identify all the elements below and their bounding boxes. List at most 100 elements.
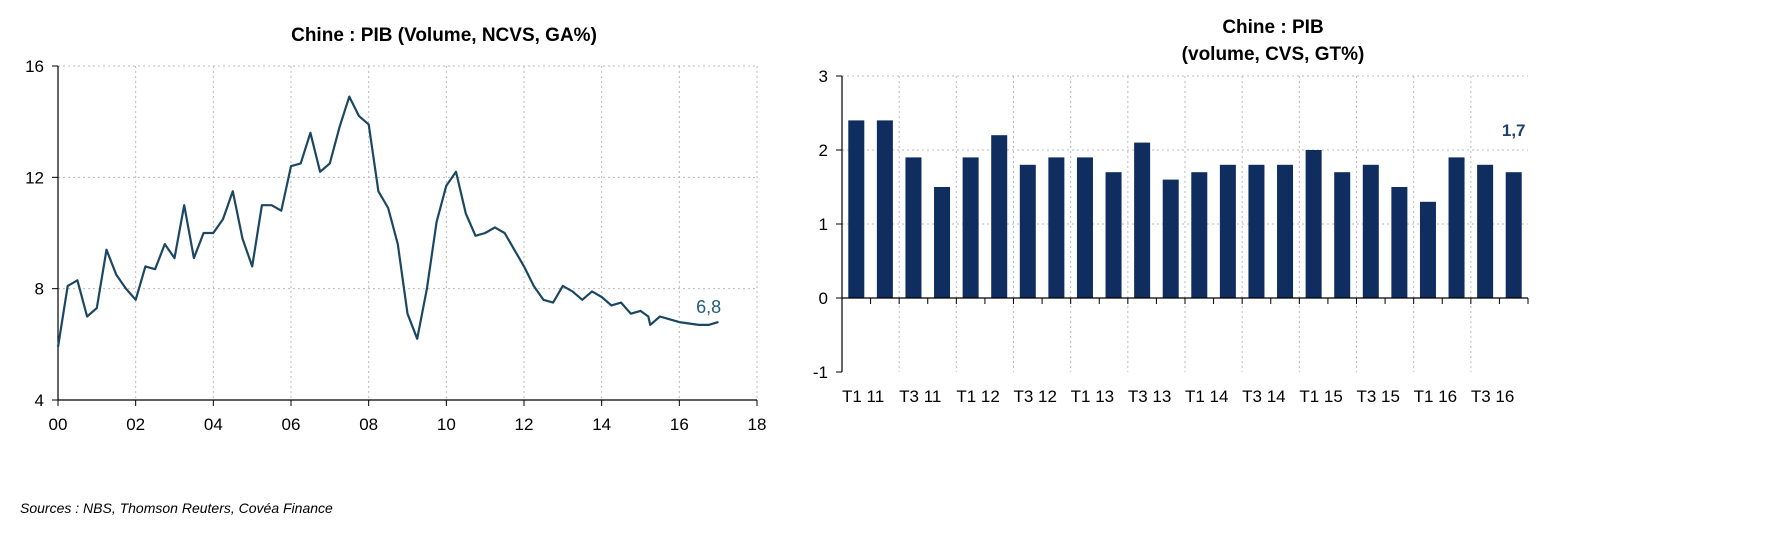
x-tick-label: T3 15 — [1357, 387, 1400, 406]
data-point — [105, 249, 108, 251]
bar-chart: Chine : PIB (volume, CVS, GT%) -1 0 1 2 3 T1 … — [813, 17, 1529, 406]
data-point — [455, 171, 457, 173]
x-tick-label: T3 16 — [1471, 387, 1514, 406]
data-point — [717, 321, 719, 323]
data-point — [96, 307, 98, 309]
data-point — [591, 290, 593, 293]
bar — [1391, 187, 1408, 298]
data-point — [426, 288, 428, 290]
data-point — [601, 296, 603, 298]
data-point — [474, 235, 477, 237]
line-chart-grid — [58, 65, 758, 400]
data-point — [144, 265, 146, 267]
bar — [1277, 164, 1294, 298]
line-chart-points — [57, 96, 719, 348]
y-tick-label: 8 — [35, 280, 44, 299]
data-point — [484, 232, 486, 234]
bar — [1334, 172, 1351, 298]
line-chart: Chine : PIB (Volume, NCVS, GA%) 4 8 12 16 00… — [20, 25, 766, 516]
bar-chart-last-value-label: 1,7 — [1502, 121, 1526, 140]
data-point — [647, 315, 649, 318]
bar — [1134, 142, 1151, 298]
data-point — [445, 185, 447, 187]
data-point — [348, 96, 350, 98]
y-tick-label: 0 — [819, 289, 828, 308]
data-point — [368, 123, 370, 126]
data-point — [251, 265, 253, 267]
bar — [934, 187, 951, 298]
bar — [1448, 157, 1465, 298]
bar-chart-grid — [842, 75, 1528, 372]
y-tick-label: 2 — [819, 141, 828, 160]
x-tick-label: 18 — [748, 415, 767, 434]
y-tick-label: 16 — [25, 57, 44, 76]
x-tick-label: T1 14 — [1185, 387, 1228, 406]
data-point — [173, 257, 176, 259]
data-point — [610, 304, 612, 306]
data-point — [649, 324, 651, 326]
y-tick-label: -1 — [813, 363, 828, 382]
x-tick-label: T1 12 — [956, 387, 999, 406]
bar — [1162, 179, 1179, 298]
bar — [1305, 150, 1322, 298]
gdp-yoy-line — [56, 95, 719, 348]
data-point — [164, 243, 166, 245]
x-tick-label: 16 — [670, 415, 689, 434]
x-tick-label: T1 13 — [1071, 387, 1114, 406]
bar — [1219, 164, 1236, 298]
data-point — [300, 162, 302, 165]
bar — [1019, 164, 1036, 298]
bar — [1076, 157, 1093, 298]
x-tick-label: 14 — [592, 415, 611, 434]
x-tick-label: T1 15 — [1299, 387, 1342, 406]
data-point — [280, 210, 282, 212]
data-point — [319, 171, 321, 173]
x-tick-label: T1 11 — [842, 387, 884, 406]
data-point — [494, 226, 496, 229]
data-point — [232, 190, 234, 192]
data-point — [562, 285, 564, 287]
data-point — [533, 285, 535, 287]
data-point — [659, 315, 661, 318]
data-point — [669, 318, 671, 320]
bar-chart-axes — [836, 75, 1529, 373]
bar — [876, 120, 893, 299]
x-tick-label: 08 — [359, 415, 378, 434]
data-point — [135, 299, 137, 301]
data-point — [358, 115, 360, 117]
bar — [1105, 172, 1122, 298]
data-point — [542, 299, 545, 301]
x-tick-label: T3 13 — [1128, 387, 1171, 406]
x-tick-label: 10 — [437, 415, 456, 434]
data-point — [125, 288, 127, 290]
x-tick-label: T3 14 — [1242, 387, 1285, 406]
bar — [1477, 164, 1494, 298]
y-tick-label: 1 — [819, 215, 828, 234]
data-point — [581, 299, 583, 301]
data-point — [115, 274, 117, 276]
data-point — [241, 237, 244, 240]
data-point — [406, 313, 409, 315]
data-point — [436, 221, 438, 223]
data-point — [620, 301, 622, 304]
data-point — [183, 204, 185, 206]
bar — [1419, 201, 1436, 298]
data-point — [76, 279, 79, 281]
line-chart-ticks: 4 8 12 16 00 02 04 06 08 10 12 14 16 18 — [25, 57, 766, 434]
data-point — [154, 268, 156, 270]
data-point — [203, 232, 205, 234]
x-tick-label: T3 11 — [899, 387, 941, 406]
x-tick-label: 00 — [49, 415, 68, 434]
bar-chart-bars — [848, 120, 1522, 299]
bar — [1248, 164, 1265, 298]
bar-chart-title-line-2: (volume, CVS, GT%) — [1182, 44, 1365, 65]
x-tick-label: 12 — [515, 415, 534, 434]
bar — [848, 120, 865, 299]
y-tick-label: 3 — [819, 67, 828, 86]
x-tick-label: T3 12 — [1014, 387, 1057, 406]
x-tick-label: 06 — [282, 415, 301, 434]
data-point — [222, 218, 224, 220]
x-tick-label: 04 — [204, 415, 223, 434]
data-point — [698, 324, 700, 326]
data-point — [261, 204, 263, 206]
